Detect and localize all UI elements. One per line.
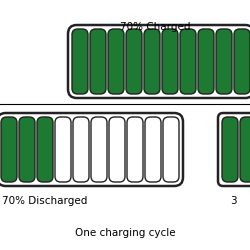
FancyBboxPatch shape bbox=[215, 30, 231, 94]
FancyBboxPatch shape bbox=[217, 114, 250, 186]
FancyBboxPatch shape bbox=[126, 118, 142, 182]
FancyBboxPatch shape bbox=[197, 30, 213, 94]
FancyBboxPatch shape bbox=[55, 118, 71, 182]
FancyBboxPatch shape bbox=[108, 118, 124, 182]
FancyBboxPatch shape bbox=[161, 30, 177, 94]
Text: One charging cycle: One charging cycle bbox=[74, 227, 174, 237]
Text: 70% Charged: 70% Charged bbox=[119, 22, 190, 32]
FancyBboxPatch shape bbox=[68, 26, 250, 99]
FancyBboxPatch shape bbox=[19, 118, 35, 182]
FancyBboxPatch shape bbox=[179, 30, 195, 94]
FancyBboxPatch shape bbox=[221, 118, 237, 182]
FancyBboxPatch shape bbox=[162, 118, 178, 182]
Text: 3: 3 bbox=[229, 195, 236, 205]
FancyBboxPatch shape bbox=[0, 114, 182, 186]
FancyBboxPatch shape bbox=[73, 118, 89, 182]
FancyBboxPatch shape bbox=[126, 30, 142, 94]
Text: 70% Discharged: 70% Discharged bbox=[2, 195, 87, 205]
FancyBboxPatch shape bbox=[1, 118, 17, 182]
FancyBboxPatch shape bbox=[72, 30, 88, 94]
FancyBboxPatch shape bbox=[144, 118, 160, 182]
FancyBboxPatch shape bbox=[90, 30, 106, 94]
FancyBboxPatch shape bbox=[233, 30, 249, 94]
FancyBboxPatch shape bbox=[144, 30, 159, 94]
FancyBboxPatch shape bbox=[108, 30, 124, 94]
FancyBboxPatch shape bbox=[37, 118, 53, 182]
FancyBboxPatch shape bbox=[91, 118, 106, 182]
FancyBboxPatch shape bbox=[239, 118, 250, 182]
